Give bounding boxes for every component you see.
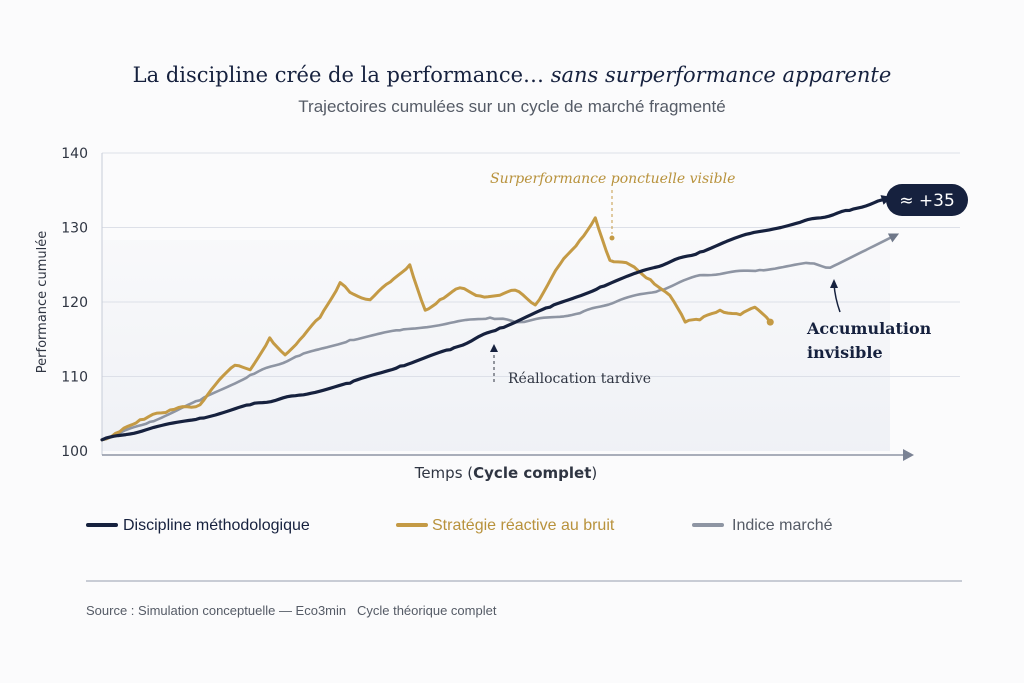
y-tick-label: 140 — [61, 146, 88, 162]
y-tick-label: 110 — [61, 370, 88, 386]
y-tick-label: 130 — [61, 221, 88, 237]
gain-badge-label: ≈ +35 — [899, 191, 955, 211]
accum-arrow-icon — [830, 279, 838, 288]
legend-label-reactive: Stratégie réactive au bruit — [432, 517, 615, 534]
realloc-arrow-icon — [490, 344, 498, 352]
y-tick-label: 100 — [61, 444, 88, 460]
gain-badge — [886, 184, 968, 216]
legend: Discipline méthodologique Stratégie réac… — [86, 517, 833, 534]
legend-label-market: Indice marché — [732, 517, 833, 534]
plot-shade — [102, 240, 890, 451]
series-line-market — [100, 236, 892, 442]
series-line-discipline — [100, 198, 884, 442]
annotation-accum-1: Accumulation — [806, 319, 932, 338]
y-tick-label: 120 — [61, 295, 88, 311]
series-end-marker — [766, 318, 774, 326]
x-axis-label: Temps (Cycle complet) — [414, 464, 598, 482]
x-axis-arrow-icon — [903, 449, 914, 461]
source-note: Source : Simulation conceptuelle — Eco3m… — [86, 603, 497, 618]
series-line-reactive — [100, 216, 772, 442]
annotation-realloc: Réallocation tardive — [508, 371, 651, 387]
legend-label-discipline: Discipline méthodologique — [123, 517, 310, 534]
y-axis-label: Performance cumulée — [35, 231, 50, 373]
annotation-peak: Surperformance ponctuelle visible — [490, 171, 735, 187]
peak-marker — [609, 235, 615, 241]
chart-title: La discipline crée de la performance… sa… — [133, 63, 892, 87]
annotation-accum-2: invisible — [807, 343, 883, 362]
series-arrow-icon — [887, 233, 900, 243]
chart-subtitle: Trajectoires cumulées sur un cycle de ma… — [298, 97, 725, 116]
